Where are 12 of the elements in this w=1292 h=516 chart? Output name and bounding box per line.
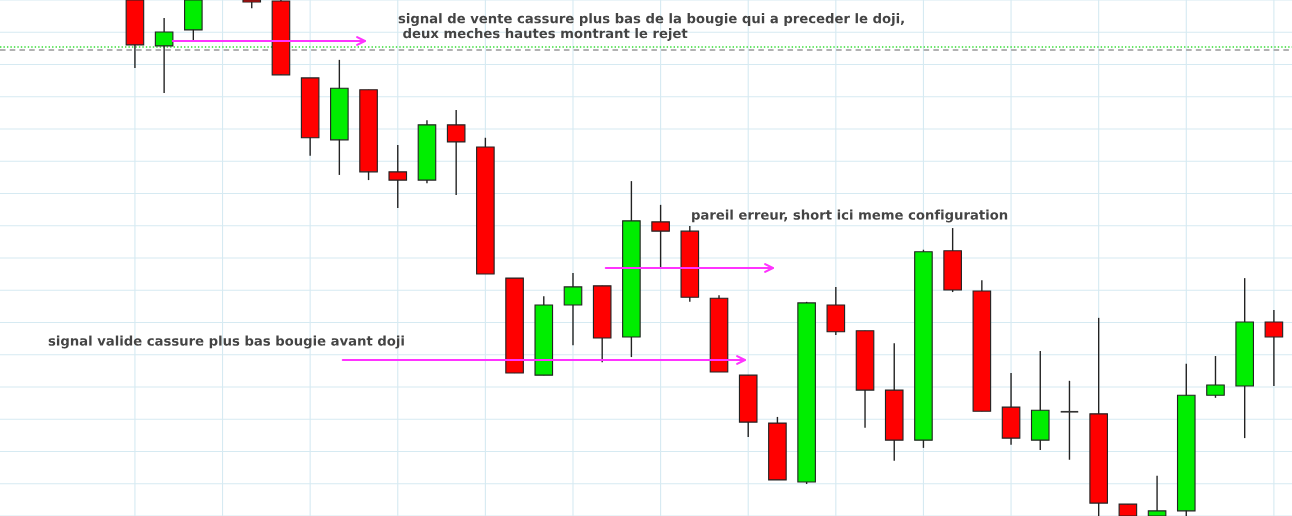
candlestick	[563, 272, 583, 346]
candlestick	[651, 204, 670, 269]
annotation: pareil erreur, short ici meme configuration	[692, 209, 1008, 223]
candlestick	[1264, 309, 1284, 387]
annotation: signal de vente cassure plus bas de la bougie qui a preceder le doji, deux meches hautes montrant le rejet	[398, 13, 904, 41]
candlestick	[446, 109, 466, 196]
candlestick	[388, 144, 408, 209]
annotation: signal valide cassure plus bas bougie avant doji	[48, 335, 404, 349]
candlestick	[1147, 475, 1167, 516]
candlestick	[154, 17, 174, 94]
candlestick	[1059, 380, 1080, 461]
candlestick	[1206, 355, 1225, 399]
